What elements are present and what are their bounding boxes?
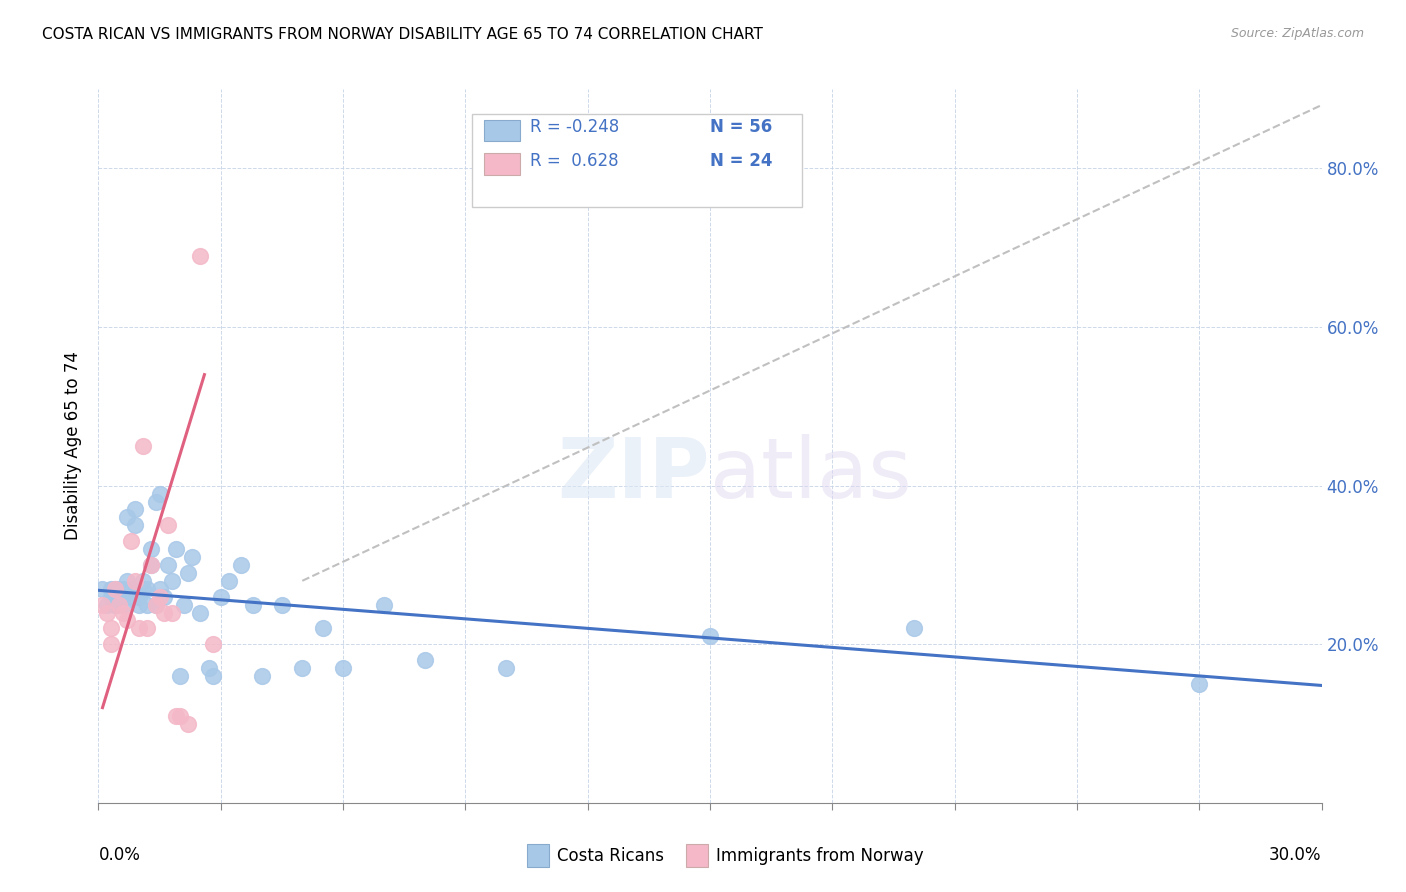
Text: R = -0.248: R = -0.248 [530, 118, 620, 136]
Point [96, 598, 118, 612]
Text: 30.0%: 30.0% [1270, 846, 1322, 863]
Point [250, 669, 273, 683]
Point [201, 669, 224, 683]
Point [149, 590, 172, 604]
Text: 0.0%: 0.0% [98, 846, 141, 863]
Text: Source: ZipAtlas.com: Source: ZipAtlas.com [1230, 27, 1364, 40]
Point [132, 574, 155, 588]
Point [141, 558, 163, 572]
Point [169, 669, 191, 683]
Point [136, 582, 159, 596]
Point [108, 598, 131, 612]
Text: R =  0.628: R = 0.628 [530, 152, 619, 169]
Text: COSTA RICAN VS IMMIGRANTS FROM NORWAY DISABILITY AGE 65 TO 74 CORRELATION CHART: COSTA RICAN VS IMMIGRANTS FROM NORWAY DI… [42, 27, 763, 42]
Text: N = 56: N = 56 [710, 118, 772, 136]
Point [312, 621, 335, 635]
Point [104, 582, 127, 596]
Point [231, 558, 253, 572]
Bar [526, 844, 548, 867]
Point [124, 502, 146, 516]
Point [173, 598, 195, 612]
Point [291, 661, 314, 675]
Point [100, 637, 122, 651]
Point [104, 582, 127, 596]
Point [149, 486, 172, 500]
Point [104, 598, 127, 612]
Point [115, 574, 138, 588]
Point [152, 590, 174, 604]
Point [111, 590, 134, 604]
Point [115, 614, 138, 628]
Point [100, 621, 122, 635]
Point [141, 558, 163, 572]
Text: Immigrants from Norway: Immigrants from Norway [716, 847, 924, 865]
Point [96, 606, 118, 620]
Point [128, 590, 150, 604]
Point [108, 590, 131, 604]
Text: N = 24: N = 24 [710, 152, 772, 169]
Point [124, 574, 146, 588]
Point [115, 510, 138, 524]
Text: ZIP: ZIP [558, 434, 710, 515]
Point [108, 598, 131, 612]
Point [270, 598, 294, 612]
Point [188, 606, 212, 620]
Point [165, 542, 187, 557]
Point [197, 661, 219, 675]
Text: Costa Ricans: Costa Ricans [557, 847, 664, 865]
Point [160, 574, 183, 588]
Point [120, 590, 142, 604]
Point [141, 542, 163, 557]
Point [201, 637, 224, 651]
Point [177, 716, 200, 731]
Bar [471, 114, 801, 207]
Point [111, 598, 134, 612]
Bar [686, 844, 707, 867]
Point [111, 606, 134, 620]
Point [136, 598, 159, 612]
Point [132, 439, 155, 453]
Point [100, 582, 122, 596]
Point [91, 598, 114, 612]
Bar [484, 120, 520, 141]
Point [903, 621, 925, 635]
Point [177, 566, 200, 580]
Point [699, 629, 721, 643]
Point [160, 606, 183, 620]
Point [209, 590, 232, 604]
Point [152, 606, 174, 620]
Point [120, 534, 142, 549]
Point [108, 582, 131, 596]
Point [91, 582, 114, 596]
Point [156, 518, 179, 533]
Point [100, 590, 122, 604]
Point [169, 708, 191, 723]
Point [165, 708, 187, 723]
Point [111, 582, 134, 596]
Point [120, 582, 142, 596]
Point [413, 653, 436, 667]
Point [218, 574, 240, 588]
Point [332, 661, 354, 675]
Point [124, 518, 146, 533]
Y-axis label: Disability Age 65 to 74: Disability Age 65 to 74 [65, 351, 83, 541]
Text: atlas: atlas [710, 434, 911, 515]
Point [128, 598, 150, 612]
Point [145, 598, 167, 612]
Point [181, 549, 204, 564]
Point [132, 582, 155, 596]
Bar [484, 153, 520, 175]
Point [373, 598, 395, 612]
Point [145, 494, 167, 508]
Point [495, 661, 517, 675]
Point [188, 249, 212, 263]
Point [242, 598, 264, 612]
Point [136, 621, 159, 635]
Point [156, 558, 179, 572]
Point [145, 598, 167, 612]
Point [128, 621, 150, 635]
Point [1188, 677, 1211, 691]
Point [149, 582, 172, 596]
